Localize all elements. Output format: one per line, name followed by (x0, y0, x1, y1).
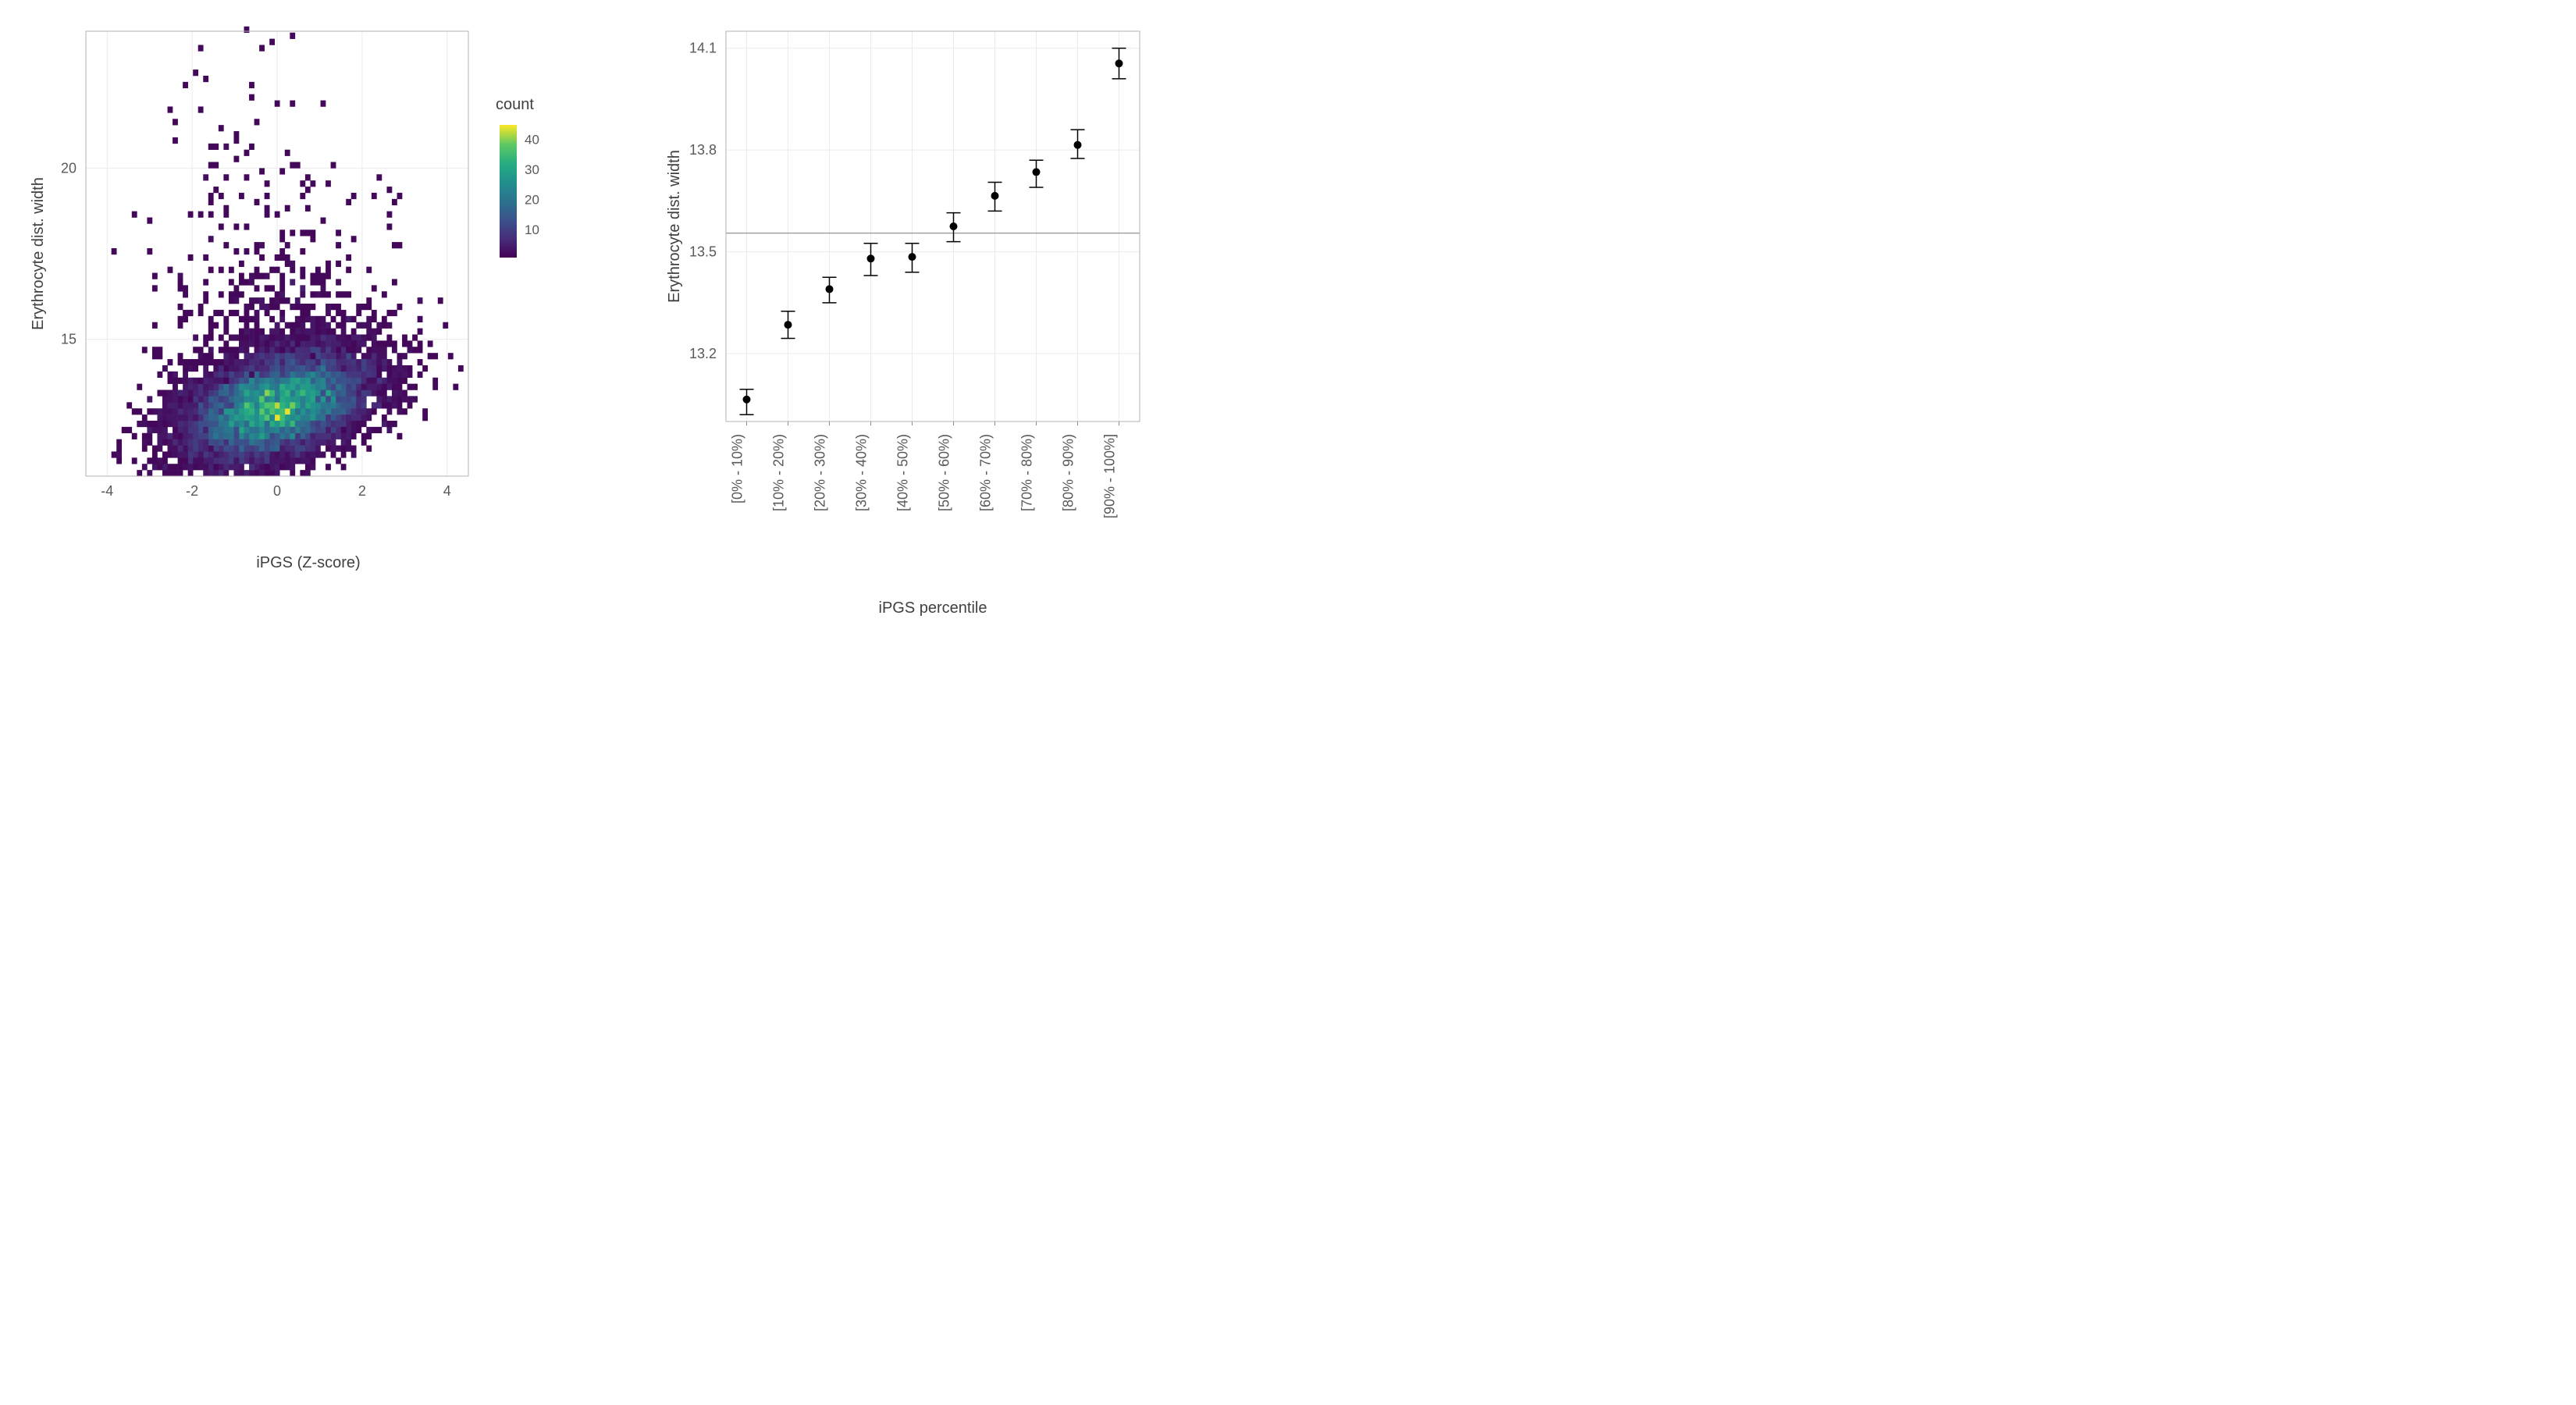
svg-text:13.2: 13.2 (689, 346, 717, 361)
svg-text:count: count (496, 96, 534, 113)
right-panel: 13.2 13.5 13.8 14.1 Erythrocyte dist. width [… (648, 16, 1155, 624)
svg-text:2: 2 (358, 483, 366, 499)
svg-text:20: 20 (61, 160, 76, 176)
svg-text:0: 0 (273, 483, 281, 499)
hexbin-chart: -4 -2 0 2 4 15 20 Erythrocyte dist. width count 1… (16, 16, 601, 523)
svg-text:[40% - 50%): [40% - 50%) (895, 434, 911, 511)
svg-text:30: 30 (525, 162, 539, 177)
pointrange-chart: 13.2 13.5 13.8 14.1 Erythrocyte dist. width [… (648, 16, 1155, 624)
svg-text:20: 20 (525, 193, 539, 208)
svg-text:15: 15 (61, 332, 76, 347)
svg-text:Erythrocyte dist. width: Erythrocyte dist. width (666, 150, 683, 303)
svg-text:Erythrocyte dist. width: Erythrocyte dist. width (30, 177, 47, 330)
svg-text:[50% - 60%): [50% - 60%) (937, 434, 952, 511)
svg-text:[80% - 90%): [80% - 90%) (1061, 434, 1076, 511)
svg-text:[60% - 70%): [60% - 70%) (978, 434, 994, 511)
svg-text:[20% - 30%): [20% - 30%) (813, 434, 828, 511)
svg-text:[0% - 10%): [0% - 10%) (730, 434, 745, 503)
left-panel: -4 -2 0 2 4 15 20 Erythrocyte dist. width count 1… (16, 16, 601, 572)
svg-text:13.8: 13.8 (689, 142, 717, 158)
figure-container: -4 -2 0 2 4 15 20 Erythrocyte dist. width count 1… (16, 16, 1187, 624)
svg-text:[70% - 80%): [70% - 80%) (1019, 434, 1035, 511)
svg-text:-2: -2 (186, 483, 198, 499)
svg-text:10: 10 (525, 222, 539, 237)
svg-text:40: 40 (525, 132, 539, 147)
left-xlabel: iPGS (Z-score) (256, 554, 360, 572)
svg-text:-4: -4 (101, 483, 113, 499)
svg-text:4: 4 (443, 483, 451, 499)
svg-text:13.5: 13.5 (689, 244, 717, 260)
svg-text:iPGS percentile: iPGS percentile (879, 599, 987, 617)
svg-text:[10% - 20%): [10% - 20%) (771, 434, 787, 511)
svg-text:[90% - 100%]: [90% - 100%] (1102, 434, 1118, 518)
svg-text:14.1: 14.1 (689, 41, 717, 56)
svg-text:[30% - 40%): [30% - 40%) (854, 434, 870, 511)
